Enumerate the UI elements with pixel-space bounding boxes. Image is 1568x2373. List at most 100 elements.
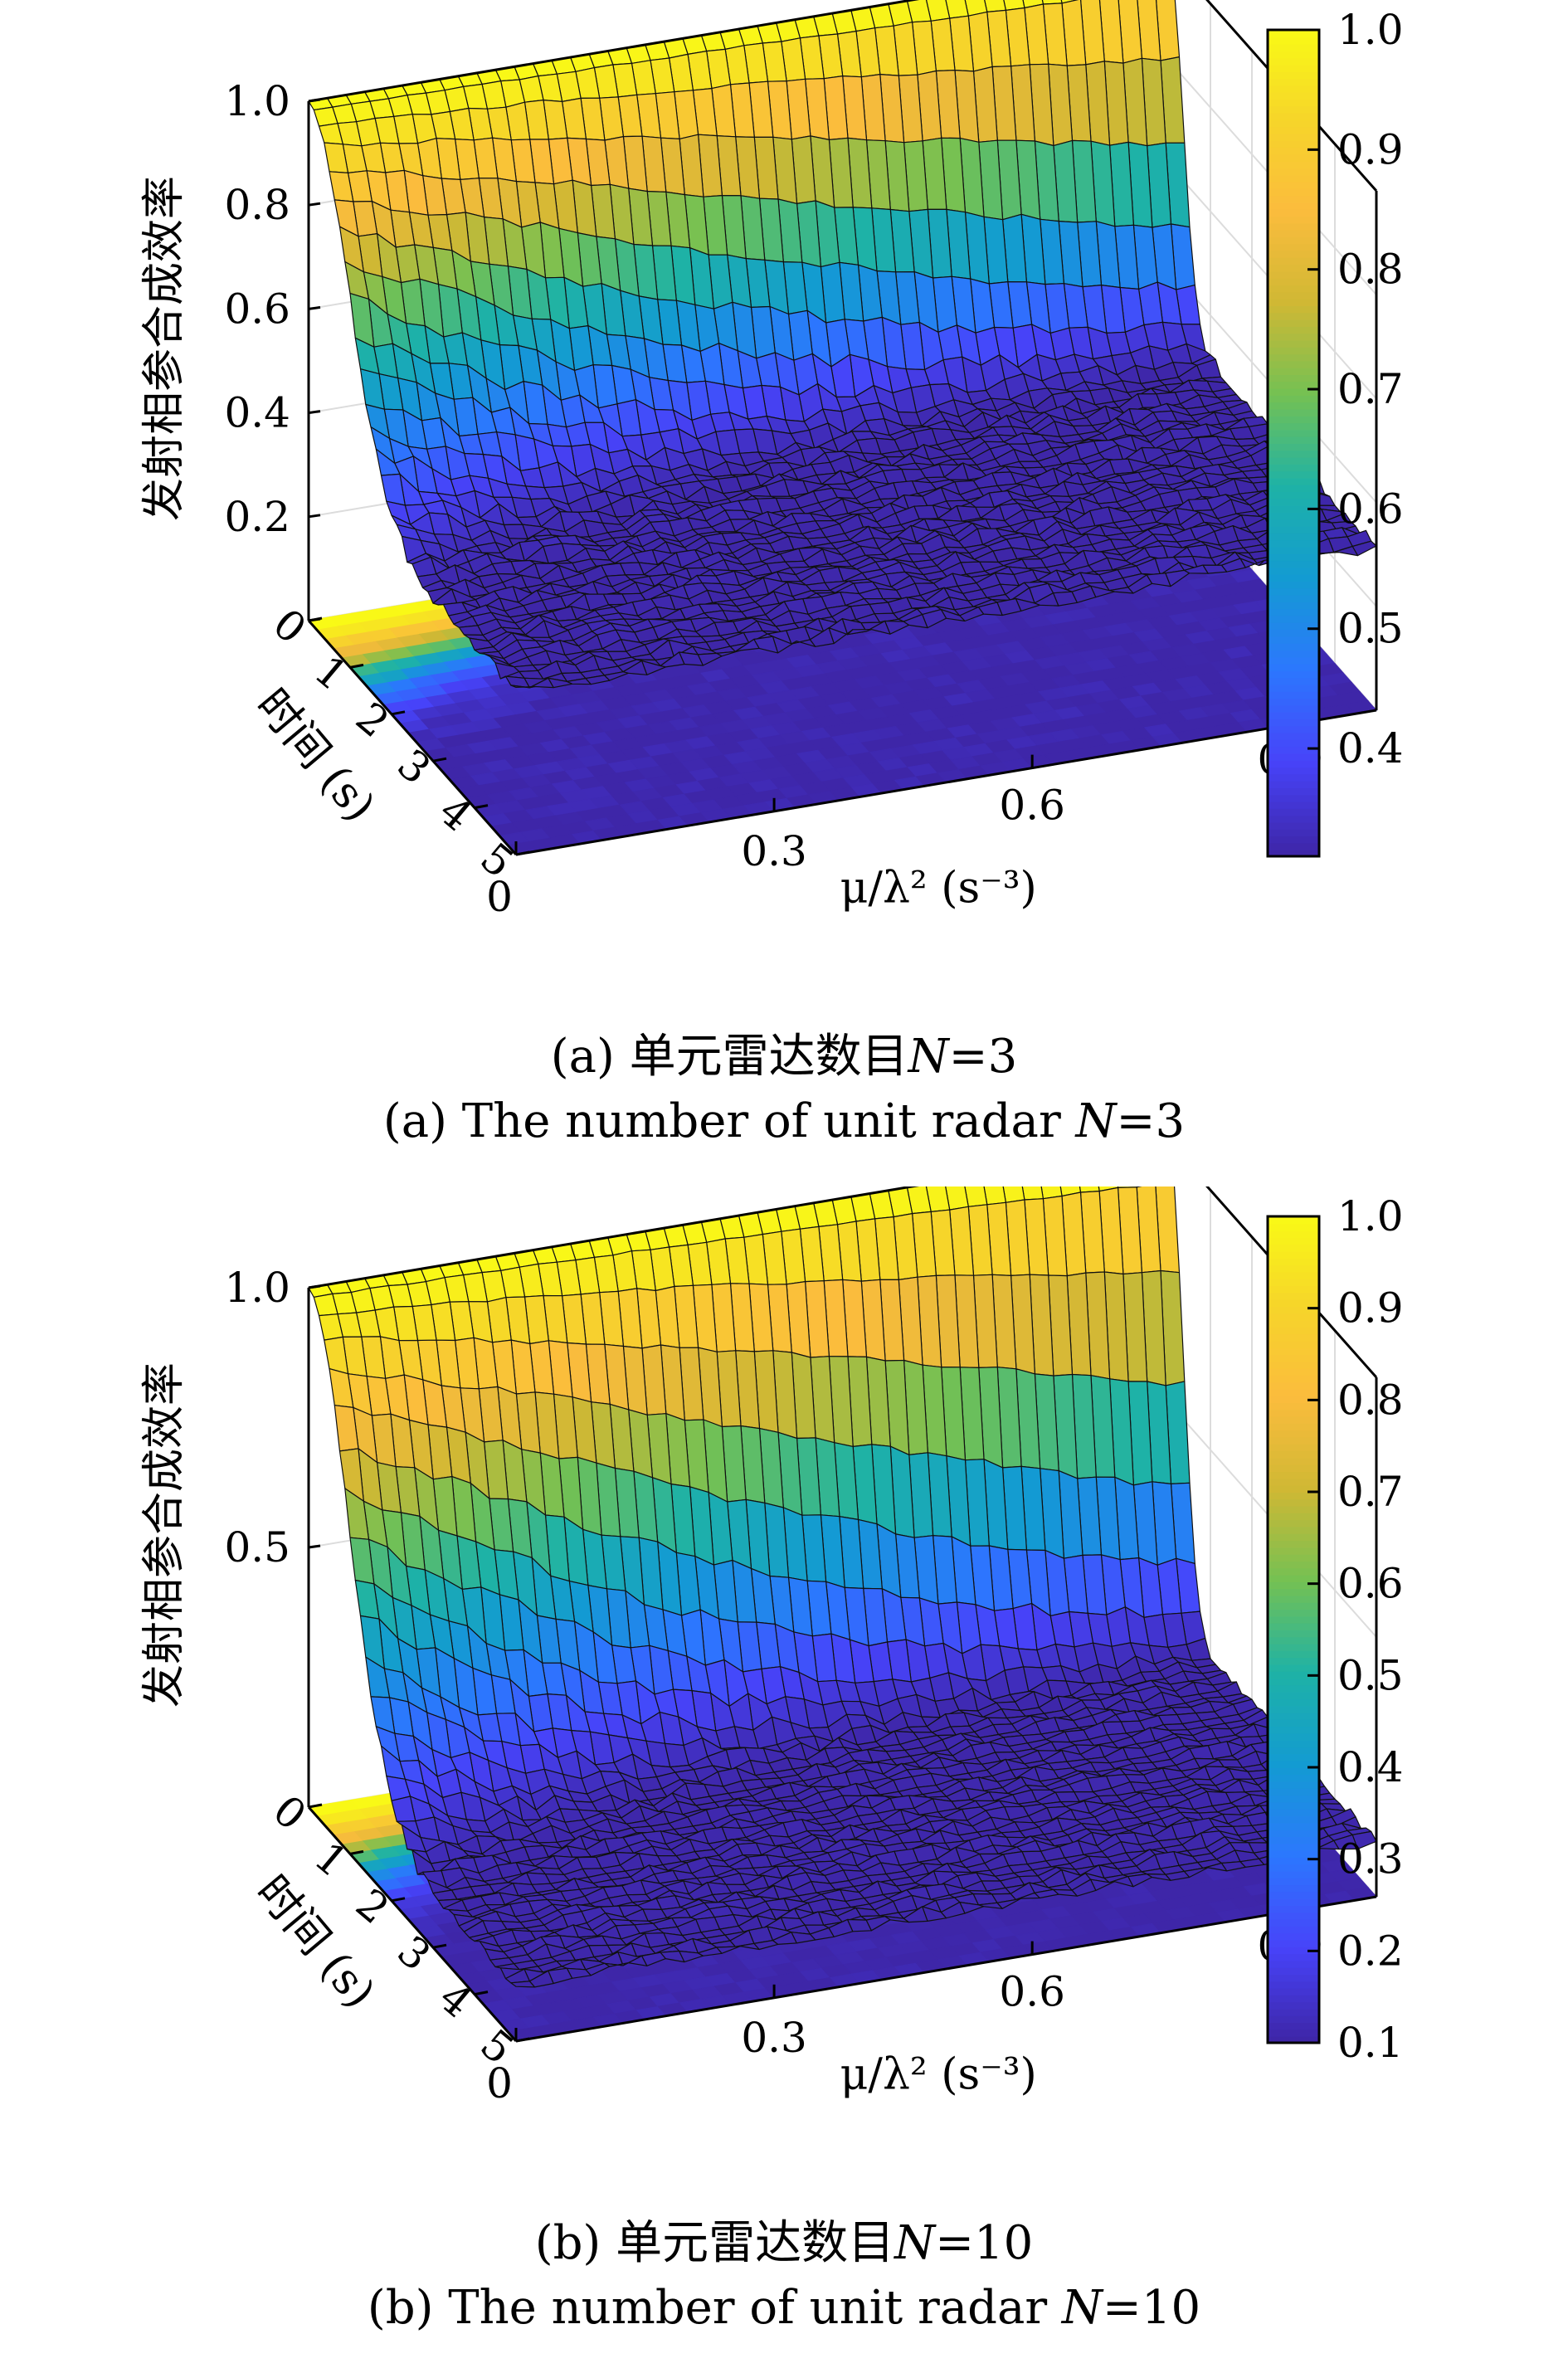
colorbar-cell <box>1268 629 1319 636</box>
colorbar-cell <box>1268 553 1319 561</box>
x-tick-label: 0.6 <box>999 782 1065 830</box>
colorbar-cell <box>1268 299 1319 306</box>
colorbar-cell <box>1268 134 1319 141</box>
colorbar-cell <box>1268 153 1319 161</box>
z-tick <box>309 100 320 101</box>
colorbar-cell <box>1268 436 1319 444</box>
x-axis-title: μ/λ² (s⁻³) <box>840 864 1037 914</box>
colorbar-cell <box>1268 656 1319 664</box>
colorbar-tick-label: 0.7 <box>1337 365 1404 413</box>
colorbar-cell <box>1268 140 1319 148</box>
colorbar-cell <box>1268 319 1319 327</box>
chart-panel-b: 0.51.000.30.60.9012345μ/λ² (s⁻³)时间 (s)发射… <box>0 1186 1568 2373</box>
colorbar-cell <box>1268 491 1319 499</box>
colorbar-cell <box>1268 581 1319 588</box>
colorbar-cell <box>1268 733 1319 740</box>
colorbar-cell <box>1268 99 1319 106</box>
colorbar-cell <box>1268 85 1319 92</box>
z-tick-label: 0.6 <box>224 285 290 333</box>
colorbar-cell <box>1268 402 1319 409</box>
colorbar-cell <box>1268 526 1319 534</box>
colorbar-cell <box>1268 312 1319 319</box>
colorbar-cell <box>1268 222 1319 230</box>
colorbar-cell <box>1268 547 1319 554</box>
colorbar-cell <box>1268 105 1319 113</box>
colorbar-cell <box>1268 395 1319 402</box>
surface <box>309 1186 1376 1987</box>
z-tick-label: 0.2 <box>224 493 290 541</box>
colorbar-tick-label: 1.0 <box>1337 6 1404 54</box>
colorbar-tick-label: 0.9 <box>1337 125 1404 173</box>
z-axis-title: 发射相参合成效率 <box>139 176 189 521</box>
colorbar-cell <box>1268 236 1319 244</box>
colorbar-cell <box>1268 698 1319 705</box>
colorbar-cell <box>1268 57 1319 65</box>
z-tick <box>309 307 320 309</box>
colorbar-cell <box>1268 802 1319 809</box>
colorbar-cell <box>1268 374 1319 382</box>
colorbar-tick-label: 0.4 <box>1337 724 1404 772</box>
colorbar-cell <box>1268 422 1319 430</box>
colorbar-cell <box>1268 760 1319 767</box>
colorbar-cell <box>1268 602 1319 609</box>
colorbar-cell <box>1268 595 1319 602</box>
colorbar-cell <box>1268 842 1319 850</box>
colorbar-cell <box>1268 787 1319 795</box>
colorbar-cell <box>1268 498 1319 505</box>
colorbar-cell <box>1268 712 1319 719</box>
colorbar-cell <box>1268 485 1319 492</box>
colorbar-cell <box>1268 519 1319 526</box>
z-tick <box>309 515 320 517</box>
colorbar-cell <box>1268 753 1319 761</box>
colorbar-cell <box>1268 808 1319 816</box>
colorbar-tick-label: 0.5 <box>1337 605 1404 653</box>
z-tick-label: 0.8 <box>224 181 290 229</box>
surface-plot-b: 0.51.000.30.60.9012345μ/λ² (s⁻³)时间 (s)发射… <box>0 1186 1568 2373</box>
colorbar-cell <box>1268 271 1319 279</box>
colorbar-cell <box>1268 457 1319 465</box>
colorbar-cell <box>1268 381 1319 388</box>
colorbar-cell <box>1268 560 1319 568</box>
colorbar-cell <box>1268 209 1319 217</box>
colorbar-cell <box>1268 92 1319 100</box>
colorbar-cell <box>1268 670 1319 678</box>
colorbar-cell <box>1268 767 1319 774</box>
colorbar-cell <box>1268 533 1319 540</box>
colorbar-cell <box>1268 65 1319 72</box>
colorbar-cell <box>1268 202 1319 210</box>
colorbar-tick-label: 0.6 <box>1337 485 1404 533</box>
colorbar-cell <box>1268 251 1319 258</box>
colorbar-cell <box>1268 305 1319 313</box>
colorbar-cell <box>1268 119 1319 127</box>
z-tick-label: 1.0 <box>224 77 290 125</box>
colorbar-cell <box>1268 257 1319 265</box>
colorbar-cell <box>1268 71 1319 79</box>
colorbar-cell <box>1268 685 1319 692</box>
colorbar-cell <box>1268 464 1319 471</box>
colorbar-tick-label: 0.8 <box>1337 246 1404 294</box>
colorbar-cell <box>1268 691 1319 699</box>
colorbar-cell <box>1268 822 1319 830</box>
colorbar-cell <box>1268 429 1319 436</box>
colorbar-cell <box>1268 182 1319 189</box>
colorbar-cell <box>1268 781 1319 788</box>
colorbar-cell <box>1268 168 1319 175</box>
colorbar-cell <box>1268 478 1319 485</box>
colorbar-cell <box>1268 285 1319 292</box>
colorbar-cell <box>1268 78 1319 85</box>
colorbar-cell <box>1268 608 1319 616</box>
colorbar-cell <box>1268 773 1319 781</box>
z-tick <box>309 203 320 205</box>
colorbar-cell <box>1268 450 1319 457</box>
colorbar-cell <box>1268 574 1319 582</box>
colorbar-cell <box>1268 174 1319 182</box>
colorbar-cell <box>1268 360 1319 368</box>
colorbar-cell <box>1268 616 1319 623</box>
colorbar-cell <box>1268 539 1319 547</box>
colorbar-cell <box>1268 650 1319 657</box>
caption-zh-a: (a) 单元雷达数目N=3 <box>0 1029 1568 1085</box>
colorbar-cell <box>1268 326 1319 334</box>
colorbar-cell <box>1268 188 1319 196</box>
caption-en-a: (a) The number of unit radar N=3 <box>0 1094 1568 1150</box>
colorbar-cell <box>1268 291 1319 299</box>
